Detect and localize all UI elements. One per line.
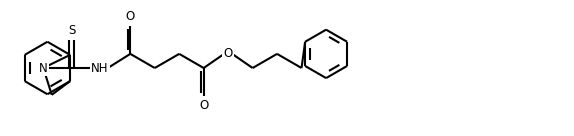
Text: O: O — [199, 99, 208, 112]
Text: N: N — [39, 61, 48, 75]
Text: S: S — [68, 24, 75, 37]
Text: NH: NH — [91, 61, 108, 75]
Text: O: O — [223, 47, 233, 60]
Text: O: O — [126, 10, 135, 23]
